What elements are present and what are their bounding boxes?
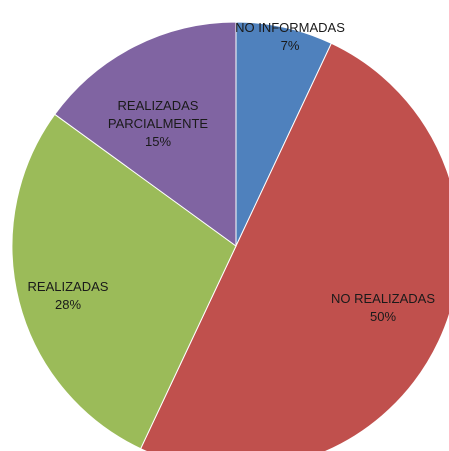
- data-label: NO REALIZADAS 50%: [313, 290, 449, 326]
- data-label: REALIZADAS 28%: [13, 278, 123, 314]
- pie-slice: [11, 113, 237, 450]
- category-label: NO REALIZADAS: [330, 291, 436, 306]
- pie-slice: [139, 42, 449, 451]
- value-label: 28%: [54, 297, 82, 312]
- value-label: 15%: [144, 134, 172, 149]
- category-label: REALIZADAS PARCIALMENTE: [107, 98, 209, 131]
- category-label: REALIZADAS: [27, 279, 109, 294]
- pie-slice: [54, 21, 237, 247]
- category-label: NO INFORMADAS: [235, 20, 345, 35]
- value-label: 50%: [369, 309, 397, 324]
- value-label: 7%: [280, 38, 300, 53]
- data-label: NO INFORMADAS 7%: [225, 19, 355, 55]
- data-label: REALIZADAS PARCIALMENTE 15%: [93, 97, 223, 151]
